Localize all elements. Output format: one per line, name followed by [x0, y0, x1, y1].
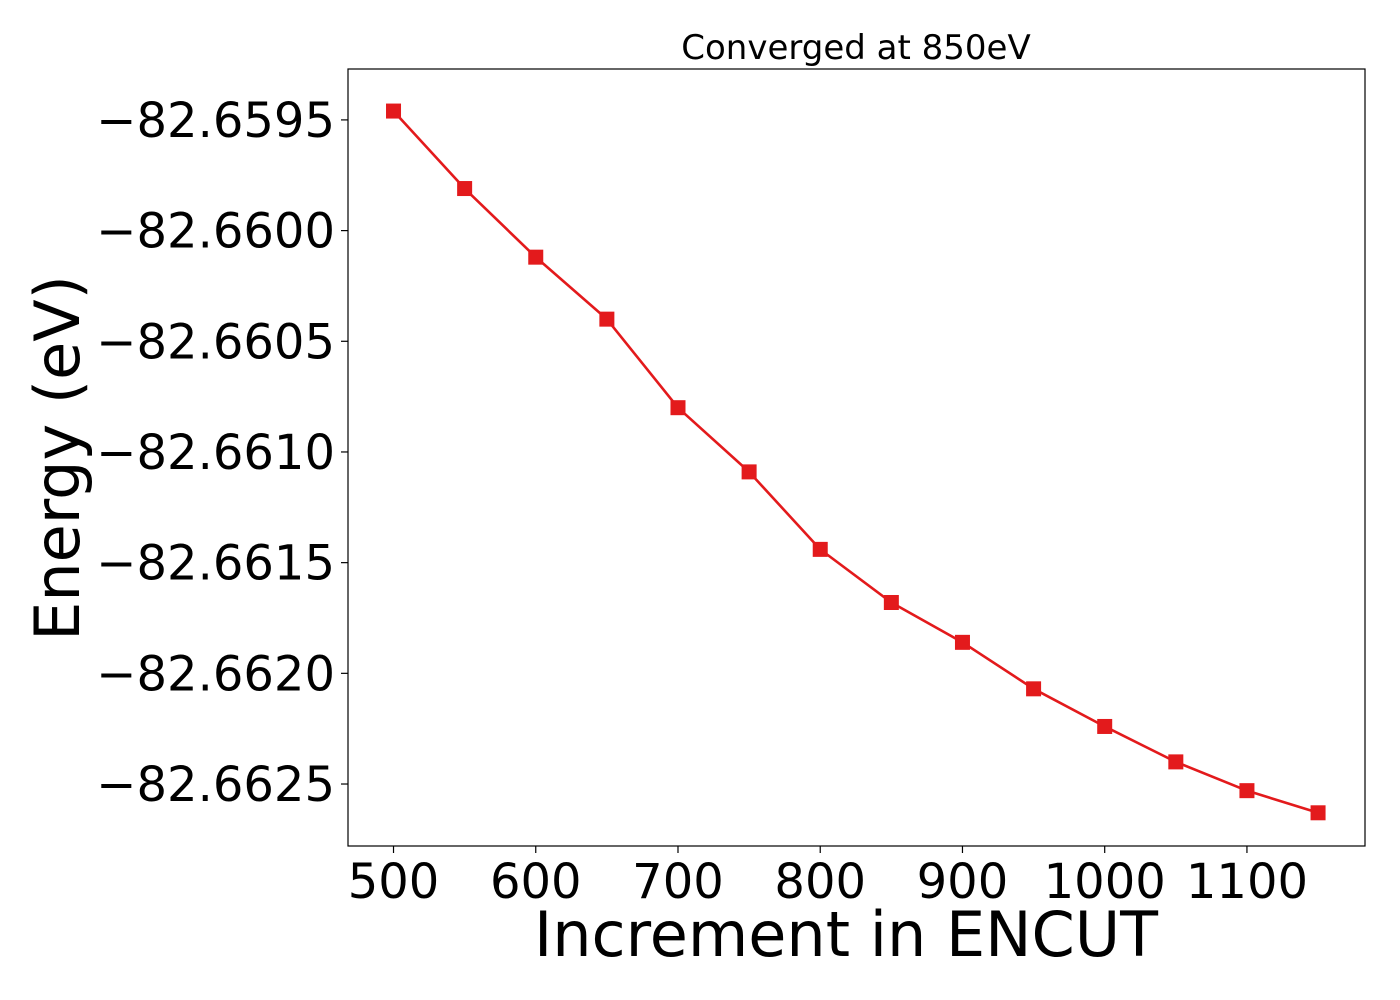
y-axis-label: Energy (eV) — [21, 275, 94, 641]
x-tick-label: 500 — [348, 854, 440, 910]
data-point — [812, 541, 828, 557]
x-tick-label: 1100 — [1186, 854, 1308, 910]
x-axis-ticks: 500 600 700 800 900 1000 1100 — [348, 846, 1308, 910]
x-tick-label: 800 — [774, 854, 866, 910]
data-point — [1310, 805, 1326, 821]
x-tick-label: 1000 — [1044, 854, 1166, 910]
data-point — [599, 311, 615, 327]
data-point — [1239, 783, 1255, 799]
chart-title: Converged at 850eV — [681, 28, 1030, 68]
x-axis-label: Increment in ENCUT — [534, 898, 1159, 971]
x-tick-label: 900 — [917, 854, 1009, 910]
data-point — [883, 594, 899, 610]
x-tick-label: 600 — [490, 854, 582, 910]
y-tick-label: −82.6610 — [96, 425, 335, 481]
y-tick-label: −82.6615 — [96, 536, 335, 592]
y-tick-label: −82.6620 — [96, 646, 335, 702]
data-point — [954, 634, 970, 650]
y-tick-label: −82.6600 — [96, 204, 335, 260]
y-tick-label: −82.6625 — [96, 757, 335, 813]
y-tick-label: −82.6595 — [96, 93, 335, 149]
data-point — [1097, 718, 1113, 734]
plot-area — [386, 103, 1326, 821]
data-point — [386, 103, 402, 119]
data-point — [1026, 681, 1042, 697]
y-tick-label: −82.6605 — [96, 314, 335, 370]
series-line — [392, 110, 1319, 815]
data-point — [457, 181, 473, 197]
data-point — [741, 464, 757, 480]
data-point — [528, 249, 544, 265]
x-tick-label: 700 — [632, 854, 724, 910]
plot-frame — [347, 68, 1366, 847]
y-axis-ticks: −82.6595 −82.6600 −82.6605 −82.6610 −82.6615… — [96, 93, 348, 813]
data-point — [1168, 754, 1184, 770]
data-point — [670, 400, 686, 416]
